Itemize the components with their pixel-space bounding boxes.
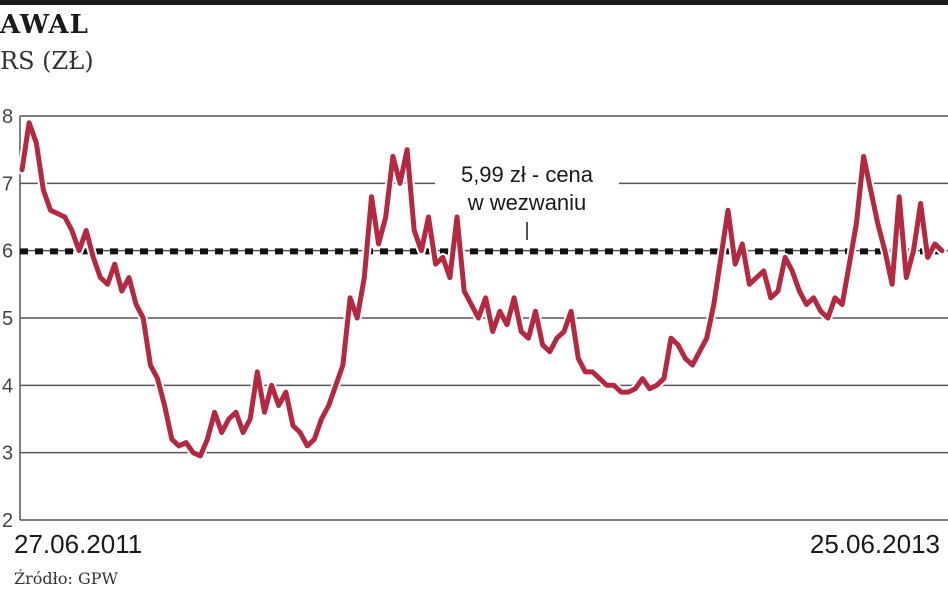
y-tick-label: 8	[2, 106, 13, 128]
y-tick-label: 5	[2, 308, 13, 330]
y-tick-label: 6	[2, 241, 13, 263]
y-tick-label: 7	[2, 173, 13, 195]
annotation-line-1: 5,99 zł - cena	[461, 162, 594, 187]
y-tick-label: 4	[2, 375, 13, 397]
y-tick-label: 2	[2, 510, 13, 532]
source-note: Źródło: GPW	[14, 569, 118, 588]
x-label-end: 25.06.2013	[810, 529, 940, 559]
annotation-line-2: w wezwaniu	[467, 190, 587, 215]
top-rule	[0, 0, 948, 5]
series-line	[19, 120, 945, 459]
x-label-start: 27.06.2011	[14, 529, 142, 559]
annotation-background	[435, 158, 619, 216]
y-tick-label: 3	[2, 443, 13, 465]
chart-subtitle: RS (ZŁ)	[0, 47, 94, 75]
chart-title: AWAL	[0, 10, 89, 40]
y-tick-labels: 2 3 4 5 6 7 8	[2, 106, 13, 532]
